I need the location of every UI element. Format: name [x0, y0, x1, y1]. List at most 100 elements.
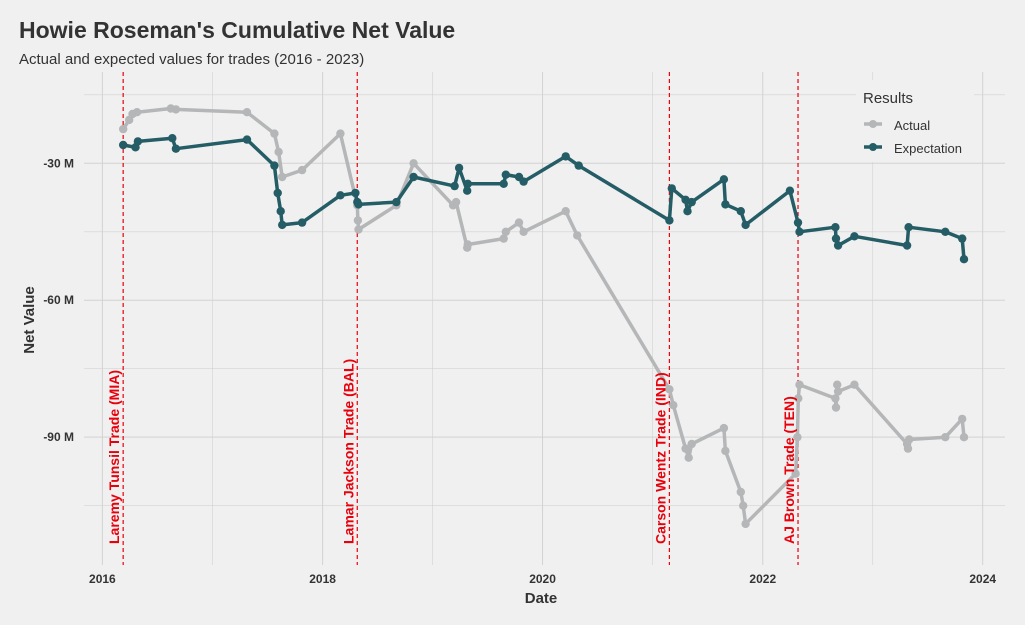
data-point-actual — [959, 433, 969, 442]
data-point-expectation — [276, 207, 285, 216]
data-point-actual — [831, 394, 840, 403]
data-point-actual — [409, 159, 418, 168]
x-axis-ticks: 2016 2018 2020 2022 2024 — [89, 572, 996, 586]
series-actual — [119, 104, 969, 529]
data-point-expectation — [463, 186, 472, 195]
data-point-actual — [669, 401, 678, 410]
data-point-expectation — [833, 241, 843, 250]
data-point-expectation — [273, 188, 282, 198]
chart-title: Howie Roseman's Cumulative Net Value — [19, 17, 455, 43]
data-point-expectation — [499, 179, 508, 188]
data-point-actual — [278, 172, 287, 182]
data-point-expectation — [119, 140, 128, 150]
annotation-label: Lamar Jackson Trade (BAL) — [340, 359, 356, 544]
y-axis-title: Net Value — [21, 286, 38, 354]
data-point-actual — [519, 227, 528, 236]
data-point-expectation — [959, 255, 969, 264]
annotation-lines — [122, 72, 799, 565]
data-point-actual — [739, 501, 748, 510]
data-point-expectation — [795, 227, 804, 236]
legend-label-expectation: Expectation — [894, 141, 962, 156]
legend-key-expectation-point — [869, 143, 877, 151]
data-point-expectation — [278, 220, 287, 230]
data-point-expectation — [168, 134, 177, 143]
data-point-actual — [905, 435, 914, 444]
y-tick-label: -30 M — [43, 156, 74, 170]
data-point-expectation — [297, 218, 307, 227]
data-point-expectation — [351, 188, 360, 198]
legend-key-actual-point — [869, 120, 877, 128]
data-point-actual — [831, 403, 841, 412]
x-axis-title: Date — [525, 590, 558, 607]
data-point-actual — [833, 387, 843, 396]
x-tick-label: 2016 — [89, 572, 116, 586]
data-point-actual — [501, 227, 510, 236]
data-point-expectation — [392, 197, 401, 207]
data-point-actual — [132, 108, 142, 117]
y-tick-label: -60 M — [43, 293, 74, 307]
data-point-expectation — [270, 161, 279, 170]
data-point-expectation — [683, 207, 692, 216]
data-point-expectation — [904, 223, 913, 232]
series — [119, 104, 969, 529]
data-point-expectation — [736, 207, 745, 216]
data-point-actual — [793, 433, 802, 442]
data-point-actual — [451, 197, 461, 207]
data-point-actual — [736, 487, 745, 497]
x-tick-label: 2024 — [969, 572, 996, 586]
legend-title: Results — [863, 90, 913, 107]
data-point-expectation — [354, 200, 363, 209]
data-point-expectation — [831, 234, 841, 243]
legend-label-actual: Actual — [894, 118, 930, 133]
data-point-expectation — [719, 175, 729, 184]
data-point-expectation — [902, 241, 912, 250]
data-point-actual — [791, 469, 800, 478]
data-point-actual — [795, 380, 804, 389]
data-point-expectation — [450, 181, 459, 191]
data-point-actual — [941, 433, 950, 442]
data-point-expectation — [793, 218, 803, 227]
annotation-label: AJ Brown Trade (TEN) — [781, 396, 797, 544]
data-point-expectation — [785, 186, 795, 195]
data-point-actual — [171, 105, 181, 114]
data-point-expectation — [454, 163, 464, 173]
data-point-actual — [833, 380, 842, 389]
data-point-actual — [903, 444, 913, 453]
data-point-expectation — [171, 144, 181, 153]
data-point-actual — [684, 453, 693, 462]
data-point-actual — [687, 439, 696, 449]
data-point-expectation — [409, 172, 418, 182]
data-point-actual — [561, 207, 570, 216]
annotation-label: Laremy Tunsil Trade (MIA) — [106, 370, 122, 544]
data-point-expectation — [242, 135, 252, 144]
data-point-expectation — [519, 177, 528, 186]
data-point-expectation — [133, 137, 143, 146]
annotation-labels: Laremy Tunsil Trade (MIA) Lamar Jackson T… — [106, 359, 797, 544]
series-expectation — [119, 134, 969, 264]
annotation-label: Carson Wentz Trade (IND) — [652, 372, 668, 544]
data-point-expectation — [831, 223, 840, 232]
data-point-actual — [119, 124, 128, 134]
data-point-expectation — [958, 234, 967, 243]
data-point-actual — [958, 414, 967, 424]
data-point-expectation — [687, 197, 696, 207]
data-point-expectation — [463, 179, 472, 188]
chart-subtitle: Actual and expected values for trades (2… — [19, 51, 364, 68]
data-point-actual — [353, 216, 363, 225]
data-point-expectation — [667, 184, 676, 193]
data-point-expectation — [501, 170, 510, 179]
x-tick-label: 2018 — [309, 572, 336, 586]
data-point-actual — [573, 231, 582, 240]
data-point-actual — [721, 446, 730, 456]
data-point-actual — [514, 218, 524, 227]
legend: Results Actual Expectation — [856, 80, 974, 162]
data-point-actual — [336, 129, 345, 138]
data-point-actual — [242, 108, 252, 117]
data-point-actual — [665, 385, 674, 394]
data-point-actual — [297, 165, 307, 175]
data-point-expectation — [561, 152, 570, 161]
data-point-actual — [794, 394, 803, 403]
x-tick-label: 2022 — [749, 572, 776, 586]
data-point-actual — [719, 423, 729, 433]
